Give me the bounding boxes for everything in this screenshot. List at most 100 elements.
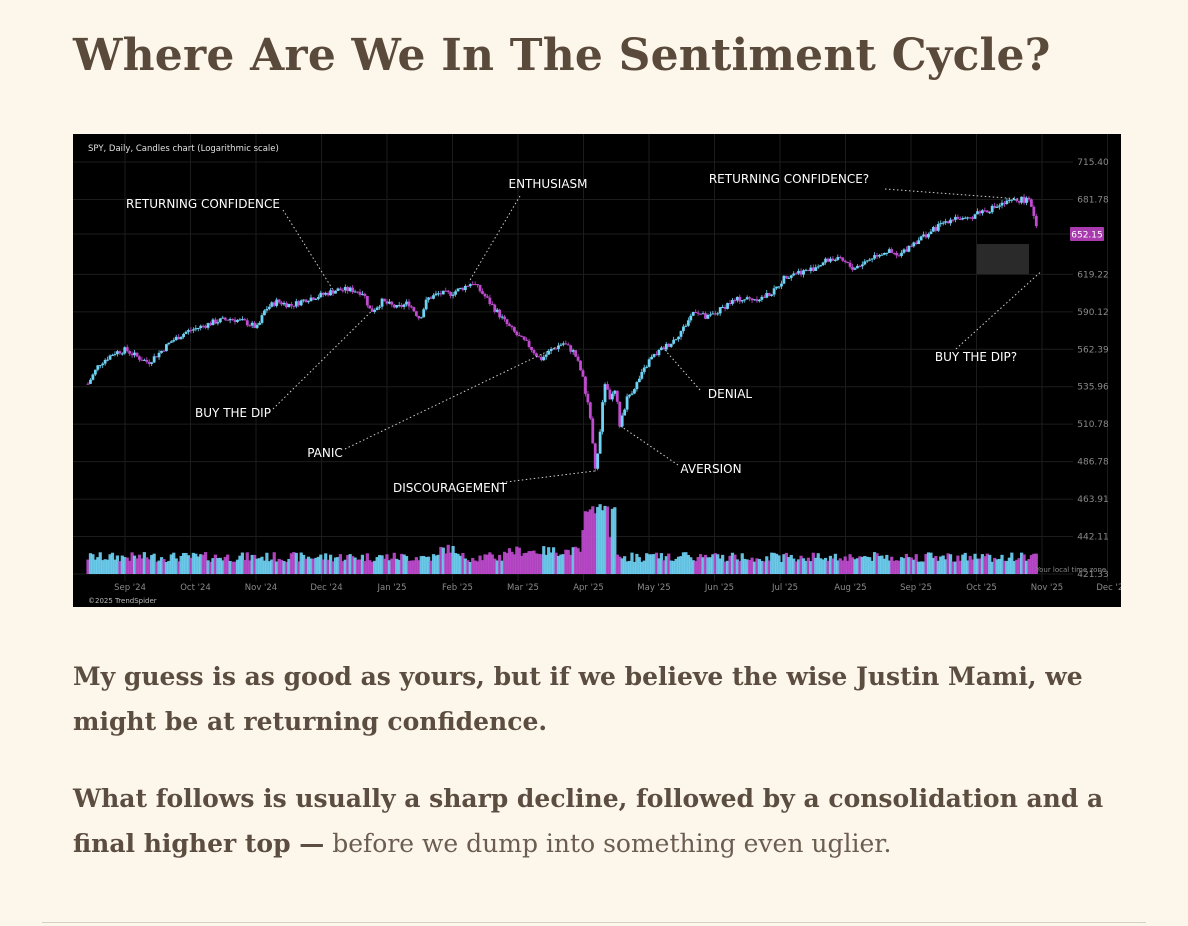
candle-body	[280, 302, 283, 305]
candle-body	[809, 267, 813, 272]
volume-bar	[946, 553, 950, 574]
candle-body	[882, 253, 886, 255]
volume-bar	[892, 560, 896, 574]
volume-bar	[253, 554, 257, 574]
candle-body	[128, 351, 132, 354]
volume-bar	[314, 557, 318, 574]
candle-body	[265, 308, 269, 311]
volume-bar	[387, 560, 391, 574]
candle-body	[370, 308, 374, 312]
volume-bar	[890, 556, 894, 574]
volume-bar	[603, 505, 607, 574]
volume-bar	[299, 552, 303, 574]
x-tick-label: Dec '25	[1096, 583, 1121, 593]
candles	[86, 193, 1038, 472]
candle-body	[400, 305, 404, 307]
volume-bar	[346, 555, 350, 574]
candle-body	[887, 249, 891, 253]
candle-body	[488, 297, 492, 305]
volume-bar	[93, 559, 97, 574]
candle-body	[574, 350, 578, 357]
volume-bar	[809, 561, 813, 574]
volume-bar	[806, 557, 811, 574]
price-badge	[1070, 227, 1104, 242]
volume-bar	[532, 550, 536, 574]
candle-body	[483, 293, 487, 297]
volume-bar	[365, 553, 369, 574]
candle-body	[931, 227, 935, 232]
volume-bar	[615, 554, 619, 574]
annotation-label: BUY THE DIP	[195, 406, 271, 420]
volume-bar	[875, 553, 879, 574]
volume-bar	[926, 552, 931, 574]
candle-body	[956, 216, 960, 219]
y-tick-label: 562.39	[1077, 345, 1109, 355]
volume-bar	[1022, 554, 1026, 574]
candle-body	[1027, 197, 1031, 200]
volume-bar	[762, 561, 766, 574]
candle-body	[593, 443, 597, 469]
candle-body	[865, 260, 869, 262]
volume-bar	[275, 561, 279, 574]
candle-body	[912, 242, 916, 247]
volume-bar	[718, 558, 722, 574]
projection-box	[977, 244, 1029, 274]
candle-body	[909, 245, 913, 247]
candle-body	[535, 353, 538, 357]
volume-bar	[794, 561, 798, 574]
candle-body	[96, 365, 100, 370]
candle-body	[655, 354, 658, 356]
volume-bar	[132, 555, 137, 574]
volume-bar	[473, 560, 477, 574]
candle-body	[299, 300, 303, 306]
annotation-leader	[664, 349, 701, 391]
volume-bar	[988, 554, 992, 574]
candle-body	[1012, 199, 1016, 201]
candle-body	[552, 348, 555, 350]
volume-bar	[1020, 552, 1024, 574]
candle-body	[1007, 199, 1011, 201]
volume-bar	[488, 552, 492, 574]
candle-body	[851, 266, 854, 270]
candle-body	[735, 296, 739, 301]
volume-bar	[880, 555, 884, 574]
volume-bar	[336, 557, 340, 574]
volume-bar	[703, 554, 708, 574]
candle-body	[625, 396, 629, 410]
volume-bar	[686, 554, 690, 574]
candle-body	[976, 211, 979, 215]
candle-body	[875, 255, 879, 257]
volume-bar	[569, 554, 573, 574]
volume-bar	[640, 561, 644, 574]
candle-body	[260, 315, 264, 323]
volume-bar	[934, 555, 938, 574]
volume-bar	[304, 558, 308, 574]
volume-bar	[635, 553, 639, 574]
volume-bar	[1024, 560, 1029, 574]
candle-body	[672, 339, 676, 344]
volume-bar	[689, 557, 693, 574]
price-badge-text: 652.15	[1071, 231, 1103, 241]
volume-bar	[571, 547, 575, 574]
volume-bar	[637, 557, 641, 574]
candle-body	[645, 366, 649, 368]
volume-bar	[196, 556, 200, 574]
volume-bar	[211, 558, 215, 574]
volume-bar	[654, 552, 659, 574]
volume-bar	[118, 561, 122, 574]
candle-body	[125, 347, 129, 352]
volume-bar	[326, 559, 330, 574]
candle-body	[657, 349, 661, 356]
volume-bar	[226, 554, 230, 574]
y-tick-label: 486.78	[1077, 458, 1109, 468]
volume-bar	[412, 560, 416, 574]
candle-body	[951, 219, 955, 221]
candle-body	[689, 315, 693, 321]
volume-bar	[444, 553, 448, 574]
candle-body	[321, 292, 325, 295]
volume-bar	[924, 554, 928, 574]
candle-body	[461, 287, 465, 290]
candle-body	[973, 214, 977, 219]
candle-body	[1034, 215, 1038, 227]
volume-bar	[755, 558, 759, 574]
